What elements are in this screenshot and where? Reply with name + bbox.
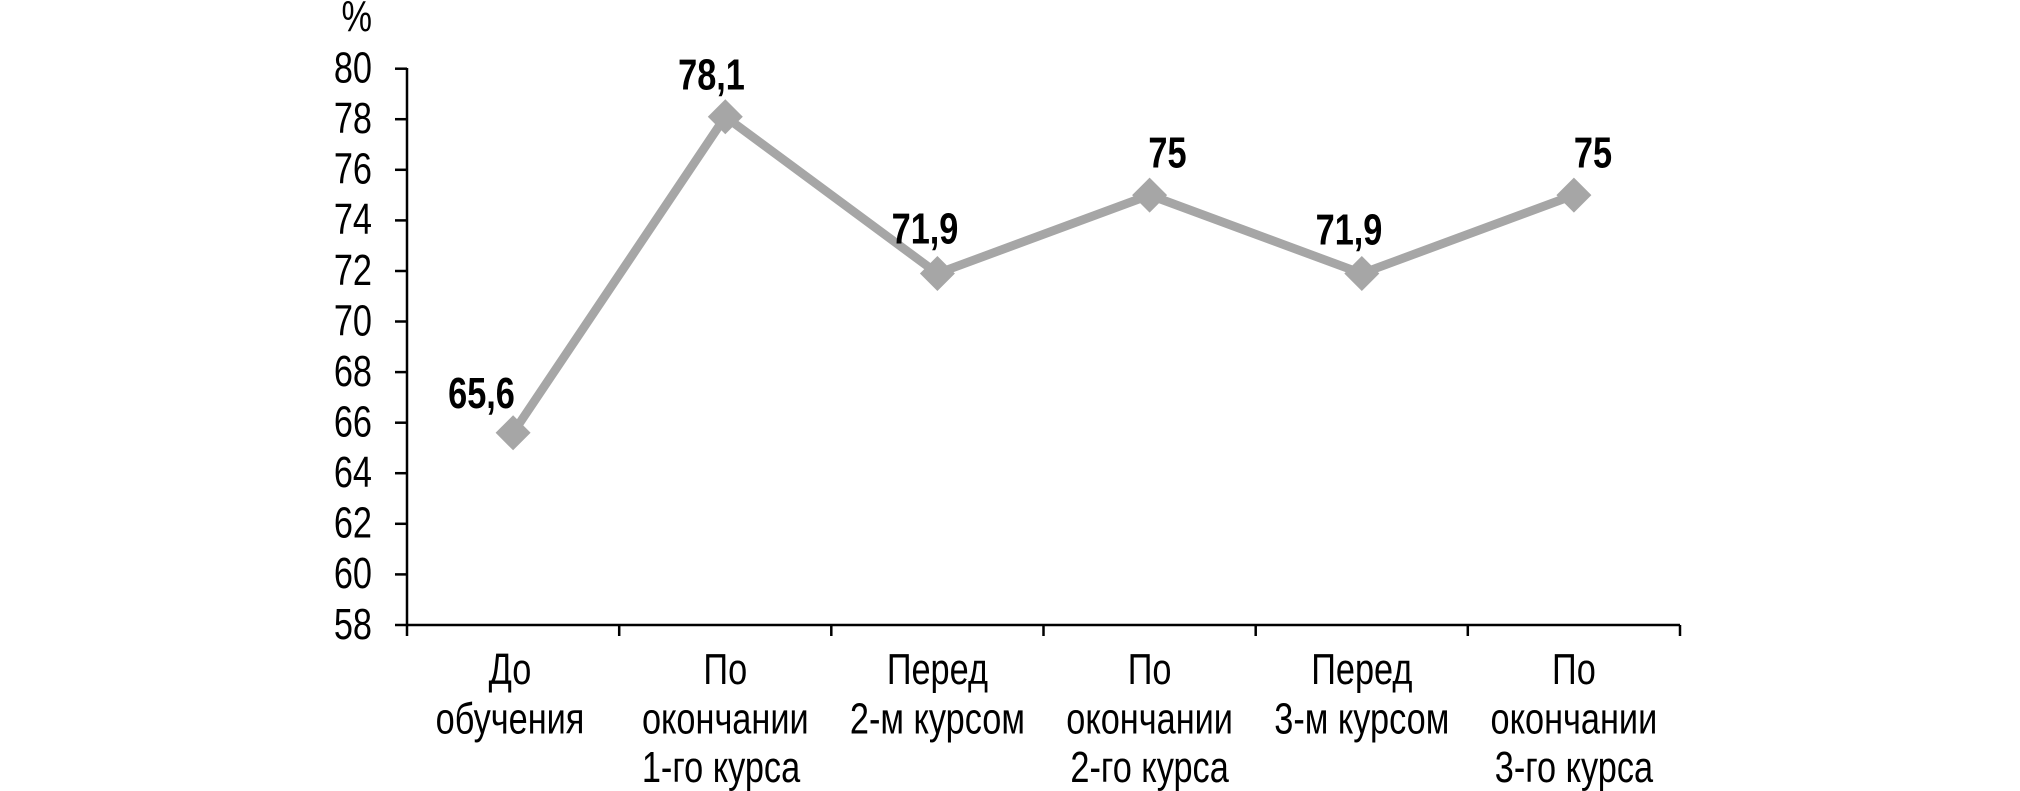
svg-text:64: 64 [334,448,372,497]
svg-text:80: 80 [334,43,372,92]
svg-text:60: 60 [334,549,372,598]
svg-text:71,9: 71,9 [892,204,959,253]
svg-text:72: 72 [334,246,372,295]
svg-text:По: По [1552,645,1596,694]
svg-text:2-го курса: 2-го курса [1070,743,1228,791]
svg-text:Перед: Перед [887,645,988,694]
svg-text:обучения: обучения [436,694,585,743]
svg-text:По: По [703,645,747,694]
svg-text:3-го курса: 3-го курса [1495,743,1653,791]
svg-text:По: По [1128,645,1172,694]
svg-text:окончании: окончании [1491,694,1658,743]
svg-text:1-го курса: 1-го курса [642,743,800,791]
svg-text:окончании: окончании [642,694,809,743]
svg-text:68: 68 [334,347,372,396]
svg-text:66: 66 [334,397,372,446]
svg-text:58: 58 [334,600,372,649]
svg-text:65,6: 65,6 [448,369,515,418]
svg-text:Перед: Перед [1311,645,1412,694]
svg-text:70: 70 [334,296,372,345]
svg-text:74: 74 [334,195,372,244]
svg-text:71,9: 71,9 [1316,205,1383,254]
svg-text:окончании: окончании [1066,694,1233,743]
svg-text:62: 62 [334,499,372,548]
svg-text:75: 75 [1148,128,1186,177]
svg-text:76: 76 [334,145,372,194]
svg-text:%: % [341,0,372,41]
svg-text:75: 75 [1574,128,1612,177]
svg-text:До: До [489,645,532,694]
svg-text:78: 78 [334,94,372,143]
svg-text:78,1: 78,1 [678,50,745,99]
svg-text:3-м курсом: 3-м курсом [1274,694,1449,743]
svg-text:2-м курсом: 2-м курсом [850,694,1025,743]
